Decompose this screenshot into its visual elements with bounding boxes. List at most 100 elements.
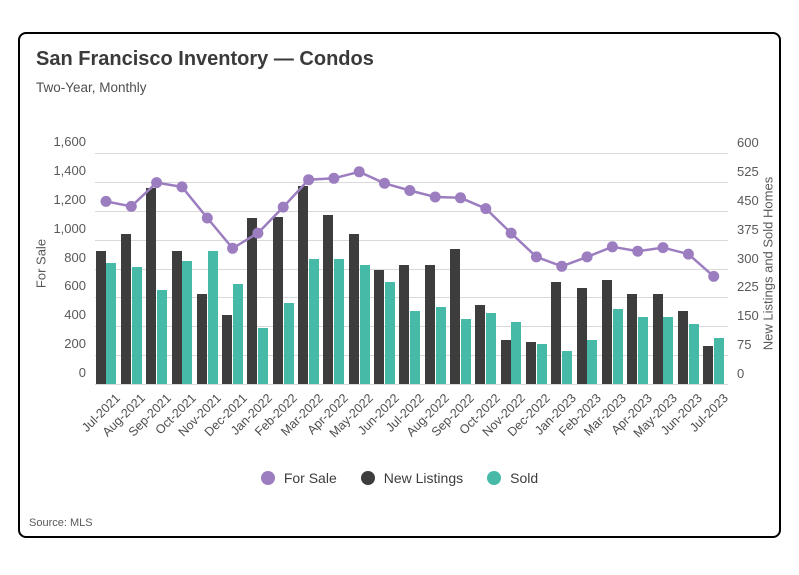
line-point[interactable] <box>176 181 188 193</box>
bar-new-listings[interactable] <box>399 264 410 384</box>
bar-sold[interactable] <box>384 282 395 384</box>
right-axis-tick: 0 <box>737 366 745 381</box>
line-point[interactable] <box>125 200 137 212</box>
line-point[interactable] <box>606 241 618 253</box>
line-point[interactable] <box>682 248 694 260</box>
bar-sold[interactable] <box>612 308 623 384</box>
bar-sold[interactable] <box>714 337 724 384</box>
right-axis-tick: 525 <box>737 163 759 179</box>
bar-new-listings[interactable] <box>525 341 536 384</box>
bar-new-listings[interactable] <box>196 293 207 384</box>
line-point[interactable] <box>227 242 239 254</box>
legend-item-new-listings[interactable]: New Listings <box>360 470 464 486</box>
gridline <box>95 210 728 212</box>
line-point[interactable] <box>100 195 112 207</box>
bar-new-listings[interactable] <box>171 251 182 384</box>
line-point[interactable] <box>581 251 593 263</box>
left-axis-tick: 200 <box>64 336 86 352</box>
bar-new-listings[interactable] <box>374 270 384 384</box>
bar-new-listings[interactable] <box>348 233 359 384</box>
bar-sold[interactable] <box>587 339 598 384</box>
bar-new-listings[interactable] <box>627 293 638 384</box>
bar-sold[interactable] <box>688 324 699 384</box>
bar-new-listings[interactable] <box>475 305 486 384</box>
line-point[interactable] <box>353 166 365 178</box>
bar-new-listings[interactable] <box>424 264 435 384</box>
legend-label: For Sale <box>283 470 337 486</box>
legend-label: Sold <box>510 470 539 486</box>
line-point[interactable] <box>151 177 163 189</box>
chart-subtitle: Two-Year, Monthly <box>36 80 147 95</box>
left-axis-tick: 1,000 <box>53 220 86 236</box>
line-point[interactable] <box>556 260 568 272</box>
bar-sold[interactable] <box>663 316 674 384</box>
bar-new-listings[interactable] <box>95 251 106 384</box>
bar-new-listings[interactable] <box>500 339 511 384</box>
bar-sold[interactable] <box>232 283 243 384</box>
bar-sold[interactable] <box>410 310 421 384</box>
line-point[interactable] <box>201 212 213 224</box>
line-point[interactable] <box>303 174 315 186</box>
bar-new-listings[interactable] <box>551 282 562 384</box>
bar-new-listings[interactable] <box>652 293 663 384</box>
bar-sold[interactable] <box>182 260 193 384</box>
line-point[interactable] <box>429 191 441 203</box>
bar-sold[interactable] <box>106 262 117 384</box>
line-point[interactable] <box>632 245 644 257</box>
bar-new-listings[interactable] <box>272 216 283 384</box>
bar-sold[interactable] <box>638 316 648 384</box>
left-axis-tick: 1,600 <box>53 134 86 149</box>
for-sale-line <box>100 166 720 282</box>
bar-sold[interactable] <box>435 307 446 384</box>
line-point[interactable] <box>404 185 416 196</box>
bar-sold[interactable] <box>283 303 294 384</box>
bar-sold[interactable] <box>334 258 345 384</box>
bar-new-listings[interactable] <box>146 187 157 384</box>
right-axis-tick: 375 <box>737 221 759 237</box>
line-point[interactable] <box>277 201 289 213</box>
line-point[interactable] <box>657 242 669 254</box>
bar-sold[interactable] <box>258 328 269 384</box>
legend-item-sold[interactable]: Sold <box>487 470 538 486</box>
bar-sold[interactable] <box>460 318 471 384</box>
bar-new-listings[interactable] <box>601 280 612 384</box>
bar-new-listings[interactable] <box>222 314 233 384</box>
right-axis-tick: 75 <box>737 337 752 353</box>
line-point[interactable] <box>252 227 264 239</box>
line-point[interactable] <box>379 177 390 189</box>
bar-new-listings[interactable] <box>677 310 688 384</box>
bar-sold[interactable] <box>207 251 218 384</box>
bar-new-listings[interactable] <box>323 214 334 384</box>
bar-sold[interactable] <box>359 264 370 384</box>
bar-new-listings[interactable] <box>450 249 460 384</box>
bar-new-listings[interactable] <box>576 287 587 384</box>
right-axis-tick: 225 <box>737 279 759 295</box>
legend-item-for-sale[interactable]: For Sale <box>260 470 337 486</box>
line-point[interactable] <box>708 270 720 282</box>
gridline <box>95 297 728 299</box>
bar-sold[interactable] <box>562 351 573 384</box>
bar-new-listings[interactable] <box>247 218 258 384</box>
left-axis-tick: 1,400 <box>53 162 86 178</box>
bar-new-listings[interactable] <box>298 185 309 384</box>
line-point[interactable] <box>530 251 542 263</box>
bar-new-listings[interactable] <box>120 233 131 384</box>
for-sale-swatch-icon <box>260 471 275 485</box>
plot-area <box>95 153 728 385</box>
bar-sold[interactable] <box>131 266 142 384</box>
gridline <box>95 268 728 270</box>
legend-label: New Listings <box>383 470 464 486</box>
bar-sold[interactable] <box>308 258 319 384</box>
bar-sold[interactable] <box>511 322 522 384</box>
bar-sold[interactable] <box>156 289 167 384</box>
new-listings-swatch-icon <box>360 471 375 485</box>
line-point[interactable] <box>480 203 492 215</box>
bar-sold[interactable] <box>536 343 547 384</box>
line-point[interactable] <box>455 192 466 204</box>
bar-new-listings[interactable] <box>703 345 714 384</box>
legend: For Sale New Listings Sold <box>20 470 779 486</box>
right-axis-tick: 450 <box>737 192 759 208</box>
line-point[interactable] <box>328 172 340 184</box>
bar-sold[interactable] <box>486 312 497 384</box>
line-point[interactable] <box>505 227 517 239</box>
